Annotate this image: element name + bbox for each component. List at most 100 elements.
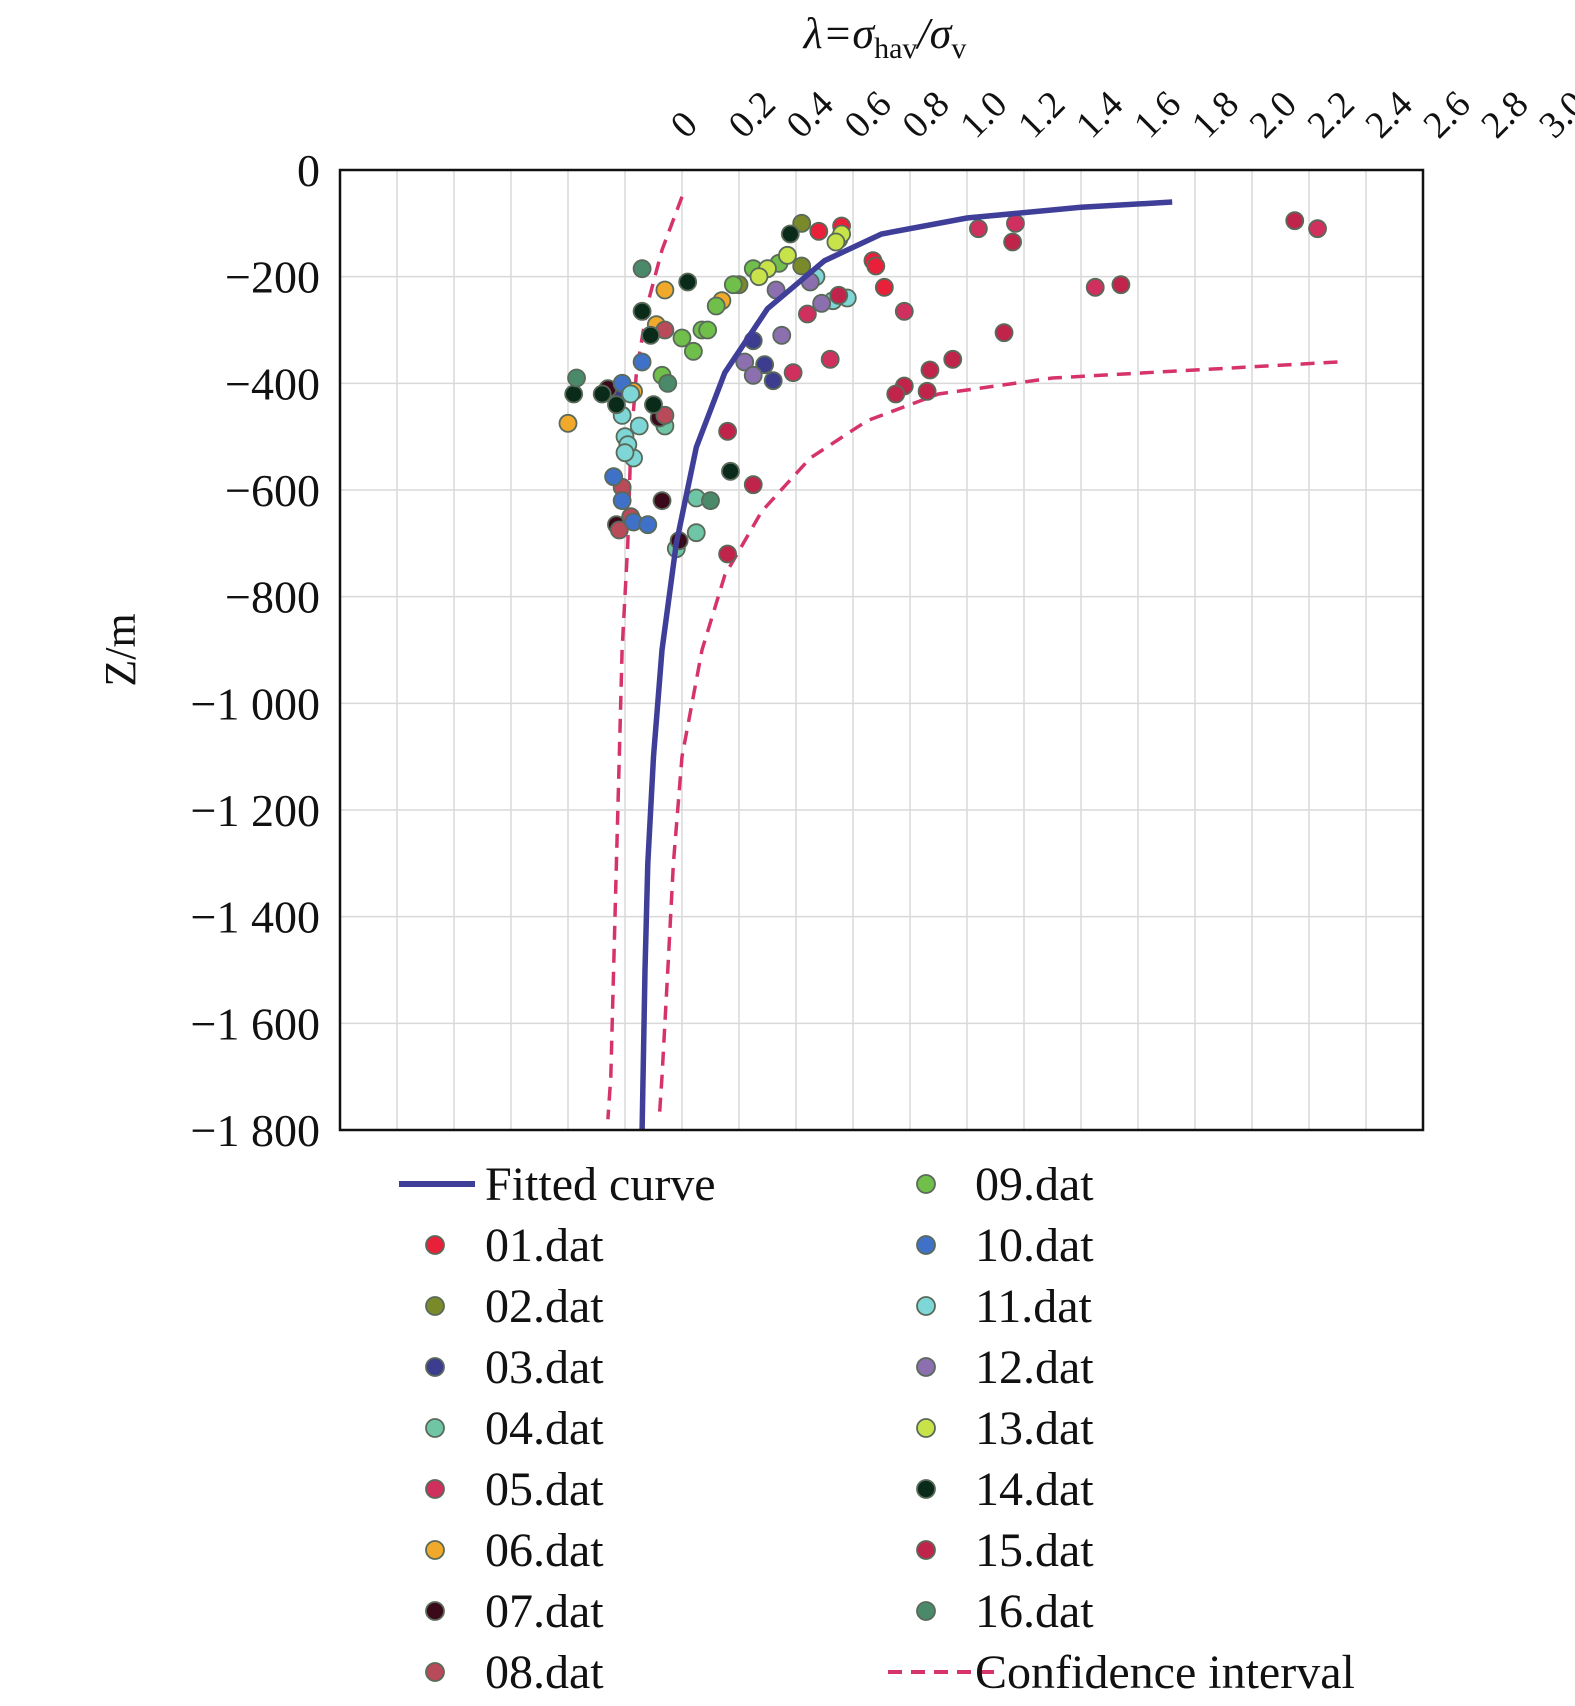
legend-item-left-1: 01.dat bbox=[425, 1219, 604, 1272]
legend-label-6: 15.dat bbox=[975, 1524, 1094, 1577]
point-11.dat-10 bbox=[615, 443, 635, 463]
point-11.dat-0 bbox=[621, 384, 641, 404]
legend-label-4: 04.dat bbox=[485, 1402, 604, 1455]
point-14.dat-5 bbox=[644, 395, 663, 415]
legend-label-2: 02.dat bbox=[485, 1280, 604, 1333]
point-05.dat-2 bbox=[1006, 213, 1025, 233]
y-tick-label-1: −200 bbox=[225, 252, 320, 303]
legend-label-8: Confidence interval bbox=[975, 1646, 1355, 1699]
point-16.dat-1 bbox=[567, 368, 586, 388]
point-14.dat-0 bbox=[632, 301, 652, 321]
point-03.dat-1 bbox=[763, 371, 783, 391]
confidence-interval-lines bbox=[606, 196, 1338, 1120]
point-07.dat-1 bbox=[652, 491, 672, 511]
legend-item-right-0: 09.dat bbox=[916, 1158, 1094, 1211]
point-14.dat-6 bbox=[721, 461, 740, 481]
x-tick-label-7: 1.4 bbox=[1068, 83, 1131, 146]
legend-marker-01.dat bbox=[425, 1235, 445, 1255]
point-15.dat-3 bbox=[1111, 275, 1131, 295]
legend-label-4: 13.dat bbox=[975, 1402, 1094, 1455]
legend-item-right-1: 10.dat bbox=[916, 1219, 1094, 1272]
legend-label-8: 08.dat bbox=[485, 1646, 604, 1699]
x-axis-title-sub2: v bbox=[951, 32, 966, 65]
point-13.dat-4 bbox=[749, 267, 769, 287]
point-12.dat-5 bbox=[743, 365, 763, 385]
legend-item-right-2: 11.dat bbox=[916, 1280, 1093, 1333]
point-15.dat-7 bbox=[943, 349, 963, 369]
legend-label-2: 11.dat bbox=[975, 1280, 1093, 1333]
point-02.dat-1 bbox=[792, 256, 812, 276]
y-tick-label-4: −800 bbox=[225, 572, 320, 623]
point-10.dat-5 bbox=[632, 352, 652, 372]
fitted-curve bbox=[639, 199, 1173, 1131]
point-15.dat-4 bbox=[920, 360, 940, 380]
x-tick-label-6: 1.2 bbox=[1010, 83, 1073, 146]
point-16.dat-0 bbox=[632, 259, 652, 279]
point-05.dat-1 bbox=[969, 219, 988, 239]
legend-item-right-3: 12.dat bbox=[916, 1341, 1094, 1394]
legend-label-5: 14.dat bbox=[975, 1463, 1094, 1516]
legend-label-6: 06.dat bbox=[485, 1524, 604, 1577]
legend-label-5: 05.dat bbox=[485, 1463, 604, 1516]
point-09.dat-5 bbox=[672, 328, 692, 348]
legend-marker-14.dat bbox=[916, 1479, 936, 1499]
x-axis-title-mid: /σ bbox=[914, 9, 953, 58]
point-01.dat-4 bbox=[874, 277, 894, 297]
point-13.dat-2 bbox=[778, 245, 797, 265]
grid bbox=[340, 170, 1423, 1130]
point-14.dat-2 bbox=[564, 384, 584, 404]
point-12.dat-2 bbox=[812, 293, 832, 313]
legend-marker-09.dat bbox=[916, 1174, 936, 1194]
point-14.dat-1 bbox=[641, 325, 661, 345]
point-15.dat-9 bbox=[718, 421, 737, 441]
point-12.dat-4 bbox=[735, 352, 755, 372]
x-tick-label-8: 1.6 bbox=[1126, 83, 1189, 146]
legend-item-left-3: 03.dat bbox=[425, 1341, 604, 1394]
legend-label-1: 10.dat bbox=[975, 1219, 1094, 1272]
point-15.dat-12 bbox=[829, 285, 849, 305]
point-10.dat-3 bbox=[638, 515, 658, 535]
legend-marker-16.dat bbox=[916, 1601, 936, 1621]
confidence-interval-lower bbox=[657, 360, 1338, 1120]
point-11.dat-4 bbox=[629, 416, 649, 436]
y-tick-label-9: −1 800 bbox=[191, 1105, 320, 1156]
x-tick-label-15: 3.0 bbox=[1531, 83, 1575, 146]
point-15.dat-11 bbox=[718, 544, 737, 564]
point-14.dat-3 bbox=[592, 384, 612, 404]
x-tick-label-2: 0.4 bbox=[778, 83, 841, 146]
legend-label-7: 16.dat bbox=[975, 1585, 1094, 1638]
legend: Fitted curve 01.dat 02.dat 03.dat 04.dat 05.d… bbox=[399, 1158, 1355, 1699]
y-tick-label-2: −400 bbox=[225, 358, 320, 409]
point-16.dat-3 bbox=[701, 491, 720, 511]
point-14.dat-7 bbox=[780, 224, 800, 244]
x-tick-label-4: 0.8 bbox=[894, 83, 957, 146]
legend-item-left-6: 06.dat bbox=[425, 1524, 604, 1577]
x-axis-title: λ=σhav/σv bbox=[802, 9, 967, 65]
y-tick-label-3: −600 bbox=[225, 465, 320, 516]
x-tick-label-10: 2.0 bbox=[1242, 83, 1305, 146]
legend-marker-04.dat bbox=[425, 1418, 445, 1438]
legend-item-left-8: 08.dat bbox=[425, 1646, 604, 1699]
legend-marker-10.dat bbox=[916, 1235, 936, 1255]
legend-item-right-8: Confidence interval bbox=[888, 1646, 1355, 1699]
legend-label-0: 09.dat bbox=[975, 1158, 1094, 1211]
point-05.dat-6 bbox=[783, 363, 803, 383]
x-axis-title-sub1: hav bbox=[874, 32, 917, 65]
point-16.dat-2 bbox=[658, 373, 678, 393]
legend-item-left-0: Fitted curve bbox=[399, 1158, 716, 1211]
point-02.dat-0 bbox=[792, 213, 812, 233]
y-tick-label-8: −1 600 bbox=[191, 998, 320, 1049]
legend-item-right-6: 15.dat bbox=[916, 1524, 1094, 1577]
data-points bbox=[558, 211, 1327, 564]
x-tick-label-13: 2.6 bbox=[1415, 83, 1478, 146]
point-08.dat-0 bbox=[609, 520, 629, 540]
legend-label-0: Fitted curve bbox=[485, 1158, 716, 1211]
legend-item-left-5: 05.dat bbox=[425, 1463, 604, 1516]
point-05.dat-3 bbox=[1085, 277, 1105, 297]
point-09.dat-0 bbox=[723, 275, 743, 295]
legend-marker-02.dat bbox=[425, 1296, 445, 1316]
point-15.dat-6 bbox=[917, 381, 937, 401]
legend-item-left-4: 04.dat bbox=[425, 1402, 604, 1455]
point-05.dat-0 bbox=[1308, 219, 1327, 239]
